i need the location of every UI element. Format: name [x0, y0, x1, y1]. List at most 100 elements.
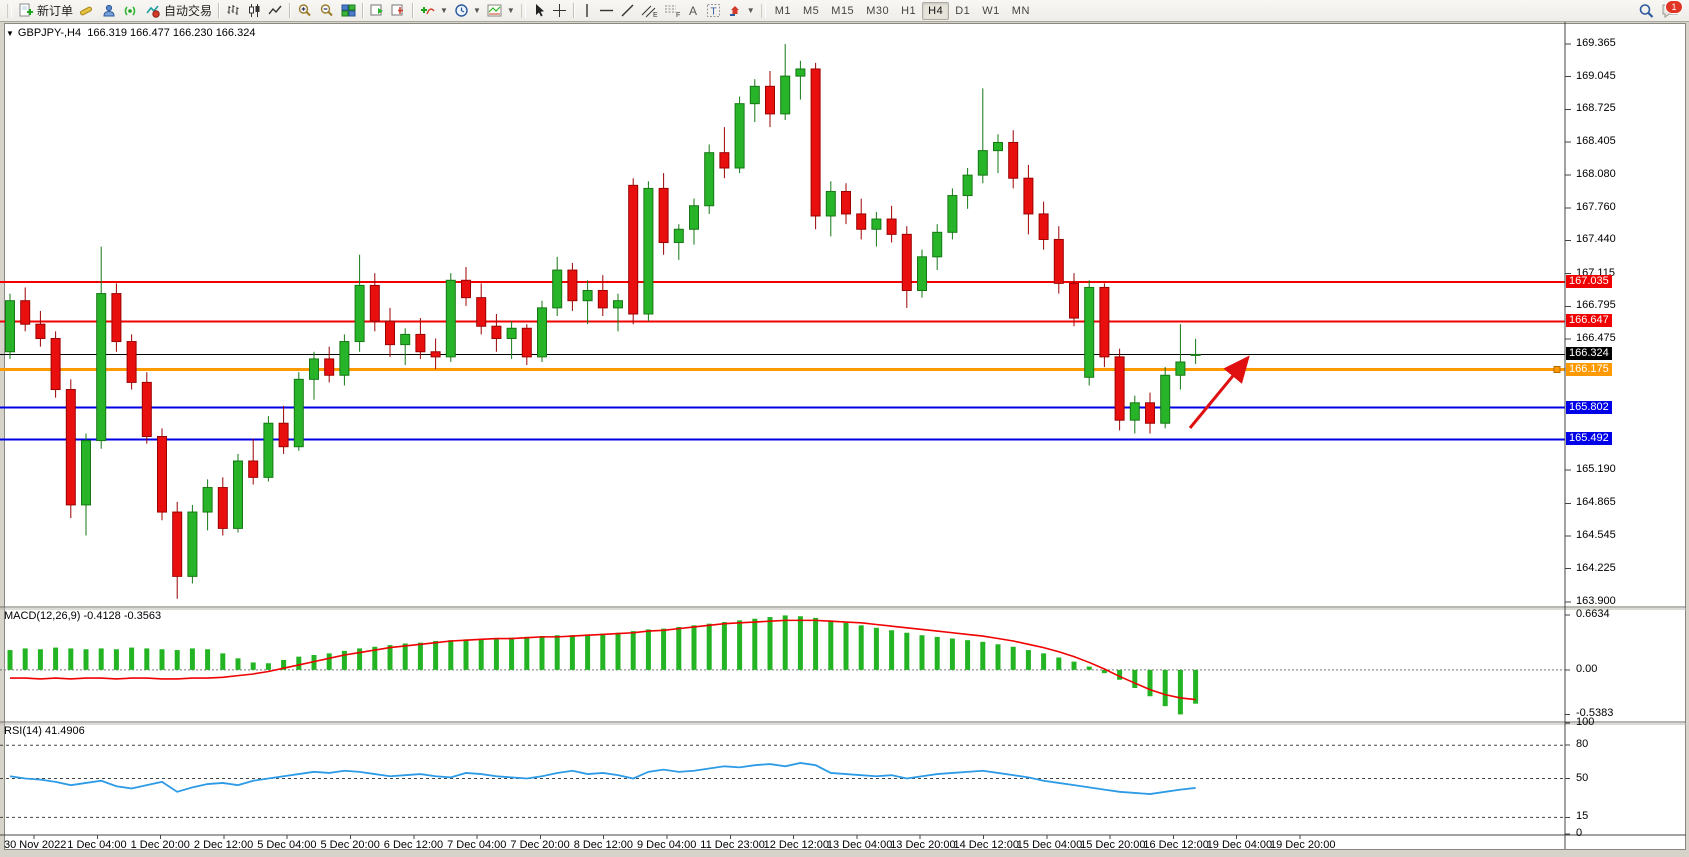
price-tick-label: 167.440	[1576, 233, 1616, 246]
timeframe-button-W1[interactable]: W1	[982, 4, 1000, 17]
depth-of-market-button[interactable]	[98, 1, 120, 21]
horizontal-line-button[interactable]	[596, 1, 617, 21]
candle-body	[81, 440, 91, 506]
toolbar-separator	[362, 3, 365, 18]
candlestick-chart-button[interactable]	[244, 1, 265, 21]
macd-bar	[1177, 669, 1183, 715]
macd-bar	[828, 620, 834, 670]
equidistant-channel-button[interactable]: E	[638, 1, 661, 21]
price-tick-label: 163.900	[1576, 594, 1616, 607]
candle-body	[1069, 282, 1079, 319]
text-button[interactable]: A	[684, 1, 703, 21]
candle-body	[537, 307, 547, 358]
svg-text:F: F	[676, 12, 680, 18]
indicators-icon	[421, 7, 435, 15]
timeframe-button-M30[interactable]: M30	[866, 4, 890, 17]
new-order-button[interactable]: 新订单	[15, 1, 76, 21]
notifications-button[interactable]: 1	[1661, 0, 1683, 19]
timeframe-button-M5[interactable]: M5	[803, 4, 820, 17]
orange-line-handle[interactable]	[1553, 366, 1561, 374]
candle-body	[476, 297, 487, 327]
candle-body	[369, 284, 380, 322]
dropdown-arrow-icon: ▼	[746, 6, 755, 15]
crosshair-icon	[552, 4, 566, 17]
macd-bar	[539, 636, 545, 670]
zoom-out-button[interactable]	[316, 1, 338, 21]
macd-bar	[813, 617, 819, 670]
tile-windows-button[interactable]	[338, 1, 359, 21]
candle-body	[293, 378, 304, 448]
trendline-icon	[621, 4, 634, 17]
dropdown-arrow-icon: ▼	[472, 6, 481, 15]
search-icon[interactable]	[1638, 3, 1655, 19]
macd-bar	[220, 653, 226, 670]
cursor-icon	[535, 4, 544, 17]
line-chart-button[interactable]	[265, 1, 286, 21]
candle-body	[1099, 286, 1110, 358]
candle-body	[324, 358, 335, 376]
timeframe-button-M15[interactable]: M15	[831, 4, 855, 17]
toolbar-grip[interactable]	[7, 3, 12, 18]
toolbar-grip[interactable]	[520, 3, 526, 18]
tile-windows-icon	[341, 4, 356, 17]
text-label-button[interactable]: T	[703, 1, 725, 21]
timeframe-button-M1[interactable]: M1	[774, 4, 791, 17]
macd-bar	[509, 637, 515, 670]
macd-bar	[1193, 669, 1199, 704]
candle-body	[932, 231, 943, 258]
fibonacci-button[interactable]: F	[661, 1, 684, 21]
templates-button[interactable]: ▼	[484, 1, 518, 21]
auto-scroll-button[interactable]	[367, 1, 388, 21]
rsi-line	[9, 762, 1196, 795]
chart-shift-button[interactable]	[388, 1, 409, 21]
arrow-annotation[interactable]	[1188, 355, 1250, 429]
timeframe-button-MN[interactable]: MN	[1011, 4, 1030, 17]
indicators-button[interactable]: ▼	[417, 1, 451, 21]
collapse-triangle-icon[interactable]: ▼	[6, 29, 14, 38]
signals-button[interactable]	[120, 1, 142, 21]
candle-body	[597, 290, 608, 309]
crosshair-button[interactable]	[549, 1, 570, 21]
periods-button[interactable]: ▼	[451, 1, 484, 21]
timeframe-button-D1[interactable]: D1	[955, 4, 971, 17]
bar-chart-button[interactable]	[223, 1, 244, 21]
candle-body	[795, 68, 806, 77]
toolbar-grip[interactable]	[760, 3, 766, 18]
candles-layer	[5, 43, 1201, 599]
macd-bar	[1132, 669, 1138, 689]
trendline-button[interactable]	[617, 1, 638, 21]
rsi-scale-label: 0	[1576, 827, 1583, 839]
macd-bar	[448, 640, 454, 670]
timeframe-button-H1[interactable]: H1	[901, 4, 917, 17]
toolbar-separator	[289, 3, 292, 18]
svg-text:E: E	[653, 12, 658, 18]
candle-body	[263, 422, 274, 478]
candle-body	[248, 460, 259, 478]
cursor-button[interactable]	[529, 1, 549, 21]
macd-bar	[1162, 669, 1168, 707]
zoom-in-button[interactable]	[294, 1, 316, 21]
candle-body	[886, 218, 897, 235]
macd-bar	[782, 615, 788, 670]
macd-bar	[934, 636, 940, 670]
candle-body	[825, 190, 836, 217]
price-badge-165.802: 165.802	[1566, 400, 1612, 414]
chart-object-button[interactable]	[76, 1, 98, 21]
arrows-button[interactable]: ▼	[725, 1, 758, 21]
macd-bar	[904, 632, 910, 670]
candle-body	[765, 85, 775, 115]
toolbar-separator	[218, 3, 221, 18]
macd-signal-line	[10, 619, 1196, 701]
vertical-line-icon	[586, 4, 588, 17]
auto-trading-button[interactable]: 自动交易	[142, 1, 215, 21]
timeframe-button-H4[interactable]: H4	[922, 1, 950, 20]
macd-bar	[68, 648, 74, 670]
vertical-line-button[interactable]	[578, 1, 596, 21]
candle-body	[415, 333, 426, 353]
toolbar-separator	[412, 3, 415, 18]
price-tick-label: 164.545	[1576, 529, 1616, 542]
candle-body	[20, 300, 31, 325]
macd-bar	[585, 634, 591, 670]
price-tick-label: 169.365	[1576, 36, 1616, 49]
